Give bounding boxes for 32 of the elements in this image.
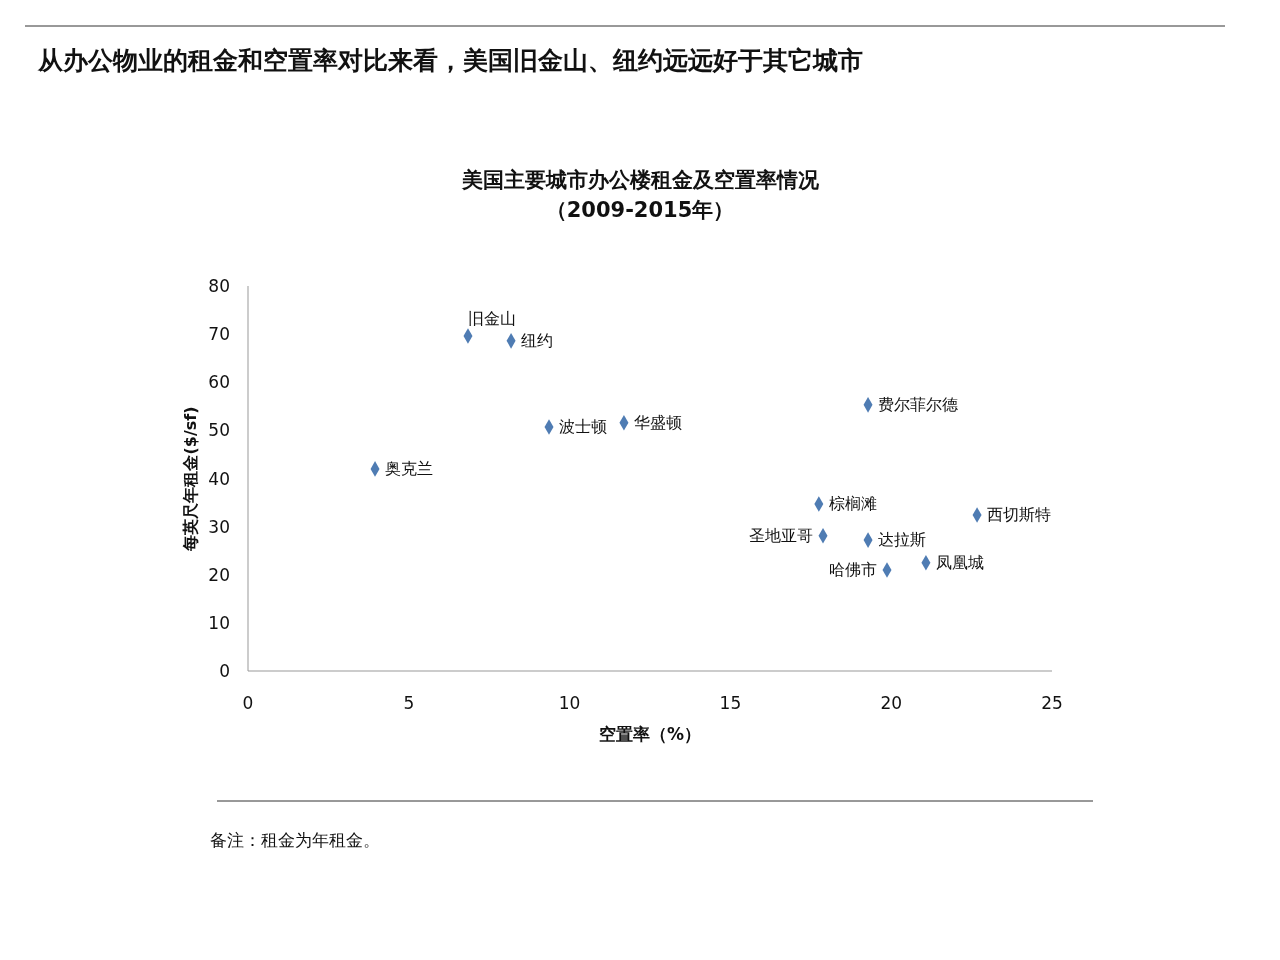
annotation: 费尔菲尔德: [878, 394, 959, 414]
annotation: 旧金山: [467, 309, 516, 329]
chart-subtitle: 美国主要城市办公楼租金及空置率情况（2009-2015年）: [460, 168, 820, 222]
annotation: 奥克兰: [385, 458, 434, 478]
y-tick-label: 50: [208, 420, 230, 441]
x-tick-label: 15: [719, 693, 742, 713]
x-tick-label: 25: [1041, 693, 1063, 713]
y-axis-title: 每英尺年租金($/sf): [181, 406, 200, 552]
y-tick-label: 0: [219, 661, 230, 681]
annotation: 圣地亚哥: [749, 525, 814, 545]
y-tick-label: 40: [208, 468, 230, 489]
annotation: 棕榈滩: [828, 494, 877, 514]
annotation: 华盛顿: [633, 412, 682, 432]
chart-title: 从办公物业的租金和空置率对比来看，美国旧金山、纽约远远好于其它城市: [37, 46, 863, 75]
annotation: 凤凰城: [935, 552, 984, 572]
annotation: 达拉斯: [878, 530, 927, 550]
y-tick-label: 80: [208, 276, 230, 296]
text: 备注：租金为年租金。: [210, 830, 380, 850]
annotation: 纽约: [521, 330, 554, 350]
y-tick-label: 60: [208, 372, 230, 393]
annotation: 西切斯特: [987, 505, 1052, 525]
x-tick-label: 10: [558, 693, 581, 713]
x-axis-title: 空置率（%）: [598, 724, 702, 744]
annotation: 哈佛市: [829, 559, 878, 579]
y-tick-label: 70: [208, 324, 230, 345]
y-tick-label: 10: [208, 612, 230, 633]
x-tick-label: 5: [403, 693, 415, 713]
y-tick-label: 30: [208, 516, 230, 537]
x-tick-label: 0: [242, 693, 254, 713]
annotation: 波士顿: [559, 417, 608, 437]
x-tick-label: 20: [880, 693, 903, 713]
y-tick-label: 20: [208, 564, 230, 585]
